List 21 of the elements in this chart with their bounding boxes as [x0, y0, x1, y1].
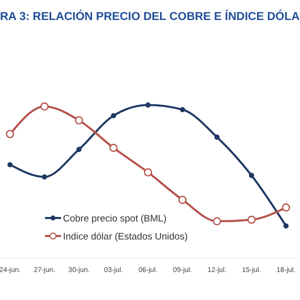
point	[145, 102, 151, 108]
chart-title: RA 3: RELACIÓN PRECIO DEL COBRE E ÍNDICE DÓLA	[0, 9, 300, 23]
point	[178, 196, 187, 204]
point	[214, 134, 220, 140]
point	[7, 162, 13, 168]
point	[212, 217, 222, 226]
point	[282, 203, 290, 212]
point	[109, 144, 118, 152]
point	[180, 106, 186, 112]
point	[247, 216, 256, 224]
point	[42, 174, 48, 180]
point	[76, 146, 82, 152]
point	[74, 116, 84, 124]
point	[40, 102, 49, 111]
point	[6, 130, 14, 138]
point	[283, 223, 289, 228]
point	[110, 113, 116, 118]
point	[144, 168, 152, 176]
legend-label: Cobre precio spot (BML)	[63, 214, 166, 224]
legend-label: Indice dólar (Estados Unidos)	[63, 232, 188, 242]
point	[248, 172, 254, 178]
